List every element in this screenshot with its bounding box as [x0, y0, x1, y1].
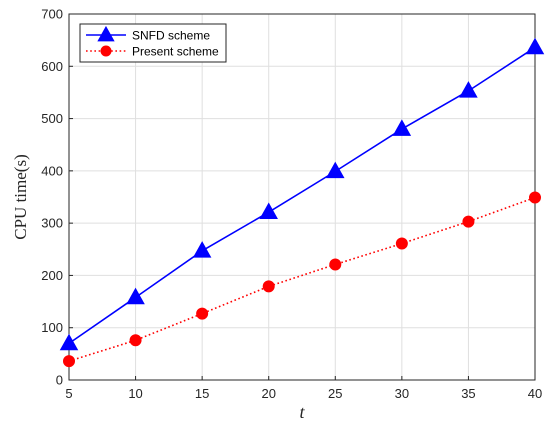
y-tick-label: 400 [41, 163, 63, 178]
x-tick-label: 35 [461, 386, 475, 401]
x-tick-label: 25 [328, 386, 342, 401]
y-tick-label: 500 [41, 111, 63, 126]
data-point [196, 307, 209, 320]
y-tick-label: 100 [41, 320, 63, 335]
y-tick-label: 300 [41, 216, 63, 231]
x-axis-label: t [299, 402, 305, 422]
grid [68, 13, 536, 381]
legend-marker [97, 25, 115, 42]
data-point [459, 81, 478, 98]
legend: SNFD scheme Present scheme [79, 23, 227, 63]
y-axis-label: CPU time(s) [11, 154, 30, 239]
x-tick-label: 15 [195, 386, 209, 401]
series-layer [59, 37, 545, 368]
data-point [529, 191, 541, 204]
x-tick-label: 40 [528, 386, 542, 401]
data-point [59, 333, 79, 351]
x-tick-label: 20 [261, 386, 275, 401]
y-tick-label: 600 [41, 59, 63, 74]
x-tick-label: 5 [65, 386, 72, 401]
data-point [392, 119, 412, 136]
data-point [259, 202, 278, 219]
legend-marker [100, 45, 112, 57]
data-point [326, 161, 345, 179]
data-point [525, 37, 545, 55]
y-tick-label: 200 [41, 268, 63, 283]
data-point [329, 258, 342, 271]
series-present [63, 191, 541, 368]
y-tick-label: 700 [41, 7, 63, 22]
legend-entry-label: Present scheme [132, 45, 219, 59]
x-tick-label: 30 [395, 386, 409, 401]
series-line [68, 196, 536, 362]
data-point [395, 237, 408, 250]
series-snfd [59, 37, 545, 351]
legend-entry-label: SNFD scheme [132, 29, 210, 43]
data-point [129, 334, 142, 347]
series-line [68, 46, 536, 345]
x-tick-label: 10 [128, 386, 142, 401]
data-point [462, 215, 475, 228]
plot-frame [68, 13, 536, 381]
data-point [192, 241, 212, 258]
data-point [262, 280, 275, 293]
y-tick-label: 0 [56, 373, 63, 388]
data-point [63, 355, 75, 368]
data-point [126, 287, 145, 305]
